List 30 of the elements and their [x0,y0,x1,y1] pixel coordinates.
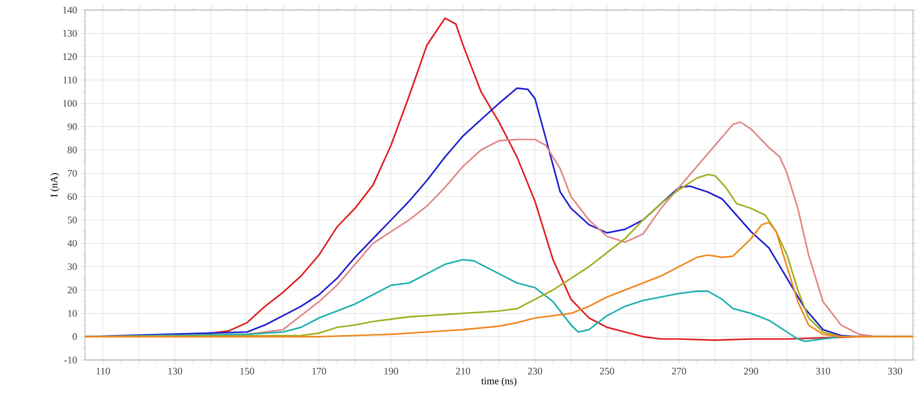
x-tick-label: 330 [888,368,902,374]
y-tick-label: 100 [63,100,77,107]
x-tick-label: 310 [816,368,830,374]
y-tick-label: 30 [68,263,77,270]
y-tick-label: 20 [68,286,77,294]
y-tick-label: 70 [68,170,77,177]
x-tick-label: 170 [312,368,326,374]
y-tick-label: 140 [63,6,77,14]
y-tick-label: 60 [68,193,77,200]
y-tick-label: 130 [63,30,77,37]
y-tick-label: 10 [68,310,77,317]
y-tick-label: 110 [64,76,77,84]
x-tick-label: 270 [672,368,686,374]
y-tick-label: 50 [68,216,77,224]
x-axis-title: time (ns) [481,377,516,386]
x-tick-label: 290 [744,368,758,374]
y-tick-label: -10 [64,356,77,364]
y-tick-label: 40 [67,240,77,247]
y-tick-label: 90 [68,123,77,130]
x-tick-label: 250 [600,368,614,374]
x-tick-label: 210 [456,368,470,374]
y-tick-label: 0 [72,333,77,340]
x-tick-label: 150 [240,368,254,374]
x-tick-label: 110 [96,368,110,374]
x-tick-label: 190 [384,368,398,374]
x-tick-label: 130 [168,368,182,374]
y-axis-title: I (nA) [50,173,60,197]
y-tick-label: 80 [68,146,77,154]
x-tick-label: 230 [528,368,542,374]
y-tick-label: 120 [63,53,77,60]
